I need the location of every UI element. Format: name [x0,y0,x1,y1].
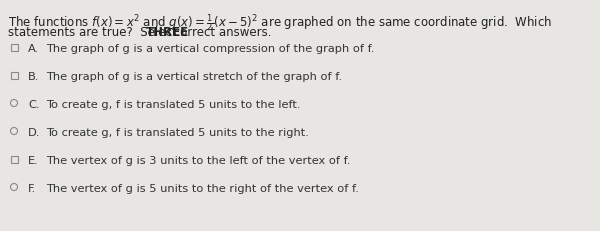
Text: A.: A. [28,44,39,54]
Bar [11,44,17,51]
Text: statements are true?  Select: statements are true? Select [8,26,181,39]
Text: C.: C. [28,100,40,109]
Text: The graph of g is a vertical compression of the graph of f.: The graph of g is a vertical compression… [46,44,374,54]
Text: correct answers.: correct answers. [170,26,271,39]
Text: The functions $f(x) = x^2$ and $g(x) = \frac{1}{2}(x-5)^2$ are graphed on the sa: The functions $f(x) = x^2$ and $g(x) = \… [8,12,552,33]
Text: F.: F. [28,183,36,193]
Text: E.: E. [28,155,39,165]
Bar [11,156,17,163]
Text: B.: B. [28,72,40,82]
Text: To create g, f is translated 5 units to the left.: To create g, f is translated 5 units to … [46,100,301,109]
Text: To create g, f is translated 5 units to the right.: To create g, f is translated 5 units to … [46,128,309,137]
Bar [11,72,17,79]
Text: The graph of g is a vertical stretch of the graph of f.: The graph of g is a vertical stretch of … [46,72,342,82]
Text: D.: D. [28,128,40,137]
Text: THREE: THREE [146,26,189,39]
Text: The vertex of g is 3 units to the left of the vertex of f.: The vertex of g is 3 units to the left o… [46,155,350,165]
Text: The vertex of g is 5 units to the right of the vertex of f.: The vertex of g is 5 units to the right … [46,183,359,193]
